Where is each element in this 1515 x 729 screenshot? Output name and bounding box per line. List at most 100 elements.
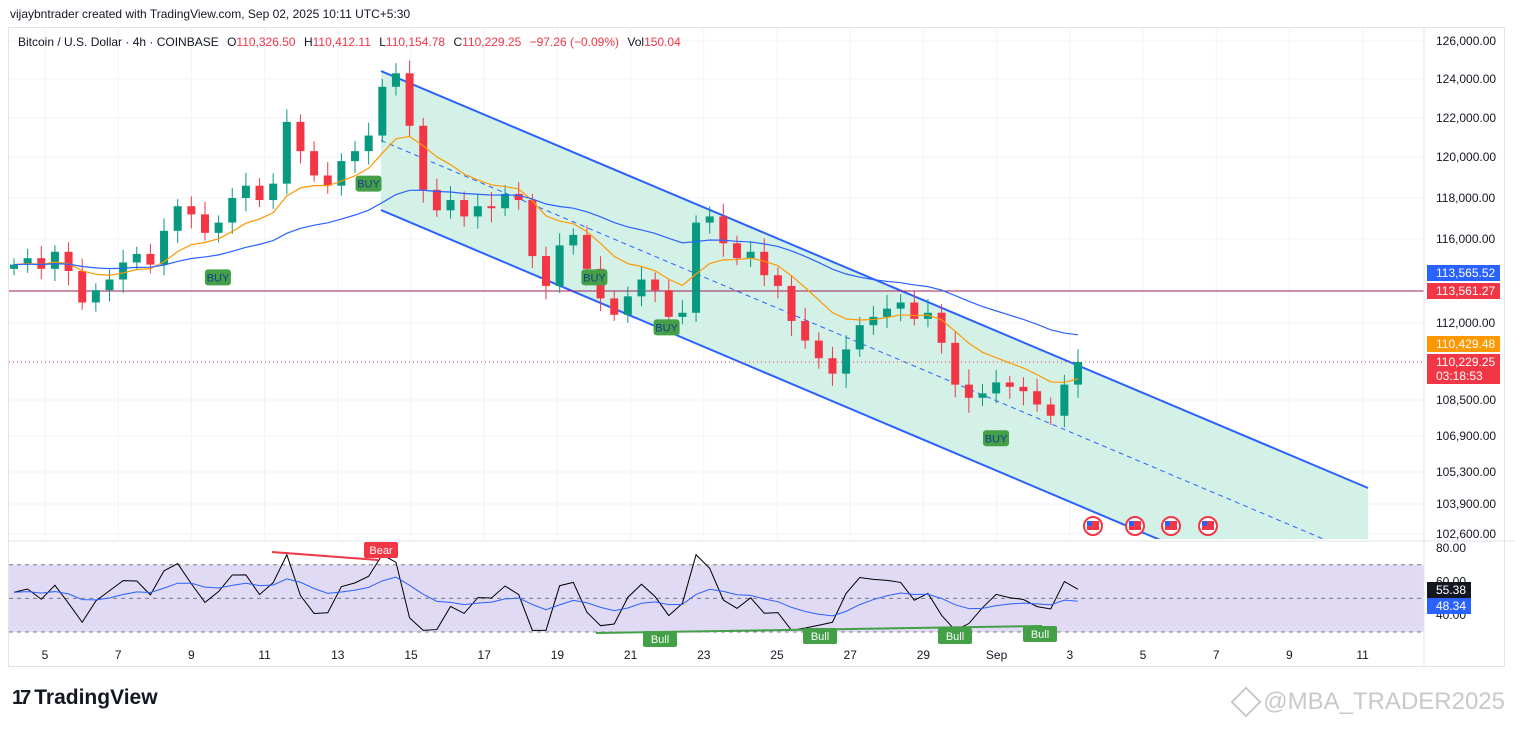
buy-signal-badge — [355, 175, 382, 192]
candle-body — [678, 312, 687, 317]
candle — [405, 60, 414, 137]
author-watermark: @MBA_TRADER2025 — [1230, 686, 1505, 718]
symbol-title[interactable]: Bitcoin / U.S. Dollar · 4h · COINBASE — [18, 35, 219, 49]
candle — [269, 173, 278, 209]
chart-frame — [8, 27, 1505, 667]
candle — [1046, 397, 1055, 426]
change-value: −97.26 (−0.09%) — [529, 35, 620, 49]
buy-signal-marker: BUY — [204, 269, 231, 286]
flag-canton — [1129, 521, 1134, 526]
price-axis-tick-label: 108,500.00 — [1436, 393, 1496, 407]
rsi-value-label-box — [1427, 598, 1471, 614]
divergence-text: Bear — [369, 545, 393, 557]
price-axis-tick-label: 126,000.00 — [1436, 34, 1496, 48]
candle-body — [801, 320, 810, 341]
candle-body — [337, 161, 346, 186]
time-axis-tick-label: 9 — [188, 648, 195, 662]
time-axis-tick-label: Sep — [986, 648, 1008, 662]
candle — [760, 238, 769, 287]
time-axis-tick-label: 11 — [1356, 648, 1369, 662]
candle-body — [1005, 382, 1014, 387]
rsi-value-label-text: 55.38 — [1436, 583, 1466, 597]
time-axis-tick-label: 3 — [1066, 648, 1073, 662]
candle-body — [37, 258, 46, 269]
candle-body — [760, 251, 769, 276]
candle — [787, 275, 796, 336]
candle — [773, 267, 782, 299]
candle-body — [651, 279, 660, 291]
candle-body — [869, 316, 878, 326]
low-label: L — [379, 35, 386, 49]
candle-body — [351, 151, 360, 162]
time-axis-tick-label: 7 — [1213, 648, 1220, 662]
ohlc-legend: Bitcoin / U.S. Dollar · 4h · COINBASE O1… — [18, 35, 686, 49]
time-axis-tick-label: 23 — [697, 648, 711, 662]
candle-body — [432, 189, 441, 211]
candle-body — [405, 73, 414, 126]
candle — [937, 304, 946, 354]
candle — [460, 191, 469, 227]
candle-body — [105, 279, 114, 291]
time-axis: 5 7 9 11 13 15 17 19 21 23 25 27 29 Sep 3 5 7 9 11 — [42, 648, 1369, 662]
price-label-box — [1427, 336, 1500, 352]
candle-body — [1033, 391, 1042, 405]
candle — [200, 201, 209, 241]
candle — [923, 298, 932, 328]
candle — [801, 307, 810, 349]
volume-value: 150.04 — [644, 35, 681, 49]
candle-body — [542, 256, 550, 286]
candle-body — [623, 296, 632, 315]
candle-body — [323, 175, 332, 186]
candle-body — [569, 234, 578, 246]
candle — [296, 114, 305, 164]
candle — [692, 215, 701, 322]
candle — [896, 294, 905, 322]
buy-signal-badge — [983, 430, 1010, 447]
price-label-box — [1427, 283, 1500, 299]
candle-body — [842, 349, 851, 374]
candle — [855, 316, 864, 357]
buy-signal-badge — [581, 269, 608, 286]
flag-stripes — [1129, 521, 1141, 530]
candle — [678, 300, 687, 325]
time-axis-tick-label: 15 — [404, 648, 418, 662]
flag-canton — [1087, 521, 1092, 526]
us-flag-event-icon — [1161, 516, 1181, 536]
candle — [173, 199, 182, 244]
candle — [528, 193, 537, 268]
time-axis-tick-label: 9 — [1286, 648, 1293, 662]
price-label-text: 113,565.52 — [1436, 266, 1495, 280]
candle — [746, 241, 755, 268]
candles — [10, 60, 1082, 428]
candle-body — [255, 185, 264, 201]
tradingview-logo[interactable]: 17 TradingView — [12, 686, 158, 710]
candle — [842, 334, 851, 388]
candle — [23, 248, 32, 273]
price-axis-tick-label: 120,000.00 — [1436, 150, 1496, 164]
candle-body — [855, 325, 864, 350]
candle-body — [378, 86, 387, 136]
candle-body — [132, 253, 141, 263]
candle — [282, 109, 291, 195]
high-label: H — [303, 35, 313, 49]
candle — [378, 79, 387, 143]
watermark-text: @MBA_TRADER2025 — [1263, 688, 1505, 715]
candle — [132, 246, 141, 270]
candle-body — [787, 285, 796, 321]
countdown-text: 03:18:53 — [1436, 369, 1483, 383]
divergence-text: Bull — [811, 631, 829, 643]
us-flag-event-icon — [1083, 516, 1103, 536]
candle — [1005, 375, 1014, 399]
candle — [978, 384, 987, 406]
candle-body — [91, 290, 100, 303]
price-axis-tick-label: 103,900.00 — [1436, 497, 1496, 511]
buy-signal-text: BUY — [207, 272, 230, 284]
time-axis-tick-label: 7 — [115, 648, 122, 662]
time-axis-tick-label: 25 — [770, 648, 784, 662]
candle-body — [719, 216, 728, 244]
candle — [214, 215, 223, 243]
candle-body — [473, 206, 482, 217]
candle — [419, 117, 428, 203]
candle — [119, 249, 128, 293]
